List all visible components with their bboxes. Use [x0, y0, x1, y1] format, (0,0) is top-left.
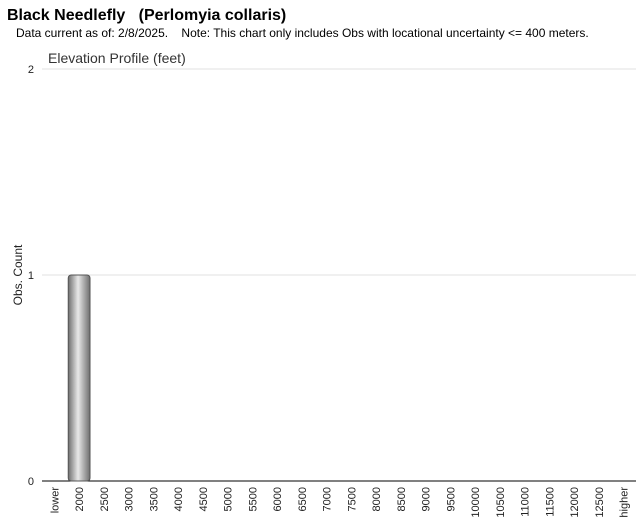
y-tick-label: 2 — [28, 64, 34, 76]
subtitle: Data current as of: 2/8/2025. Note: This… — [16, 26, 589, 40]
x-tick-label: 9500 — [445, 487, 457, 511]
bar — [67, 274, 91, 482]
x-tick-label: 11000 — [520, 487, 532, 517]
x-tick-label: 2000 — [74, 487, 86, 511]
x-tick-label: higher — [619, 487, 631, 518]
y-tick-label: 0 — [28, 476, 34, 488]
x-tick-label: 9000 — [421, 487, 433, 511]
chart-title: Elevation Profile (feet) — [48, 50, 186, 66]
x-tick-label: 6000 — [272, 487, 284, 511]
x-tick-label: 8500 — [396, 487, 408, 511]
y-axis-label: Obs. Count — [11, 244, 25, 305]
x-tick-label: 6500 — [297, 487, 309, 511]
x-tick-label: 4500 — [198, 487, 210, 511]
x-tick-label: 12500 — [594, 487, 606, 518]
x-tick-label: 2500 — [99, 487, 111, 511]
x-tick-label: 3500 — [148, 487, 160, 511]
page-title: Black Needlefly (Perlomyia collaris) — [7, 7, 286, 24]
x-tick-label: 7500 — [346, 487, 358, 511]
x-tick-label: 12000 — [569, 487, 581, 518]
x-tick-label: 5000 — [223, 487, 235, 511]
x-tick-label: 7000 — [322, 487, 334, 511]
x-tick-label: 10500 — [495, 487, 507, 518]
x-tick-label: lower — [49, 487, 61, 514]
x-tick-label: 8000 — [371, 487, 383, 511]
x-tick-label: 10000 — [470, 487, 482, 518]
x-tick-label: 3000 — [124, 487, 136, 511]
y-tick-label: 1 — [28, 270, 34, 282]
x-tick-label: 11500 — [544, 487, 556, 517]
x-tick-label: 4000 — [173, 487, 185, 511]
x-tick-label: 5500 — [247, 487, 259, 511]
